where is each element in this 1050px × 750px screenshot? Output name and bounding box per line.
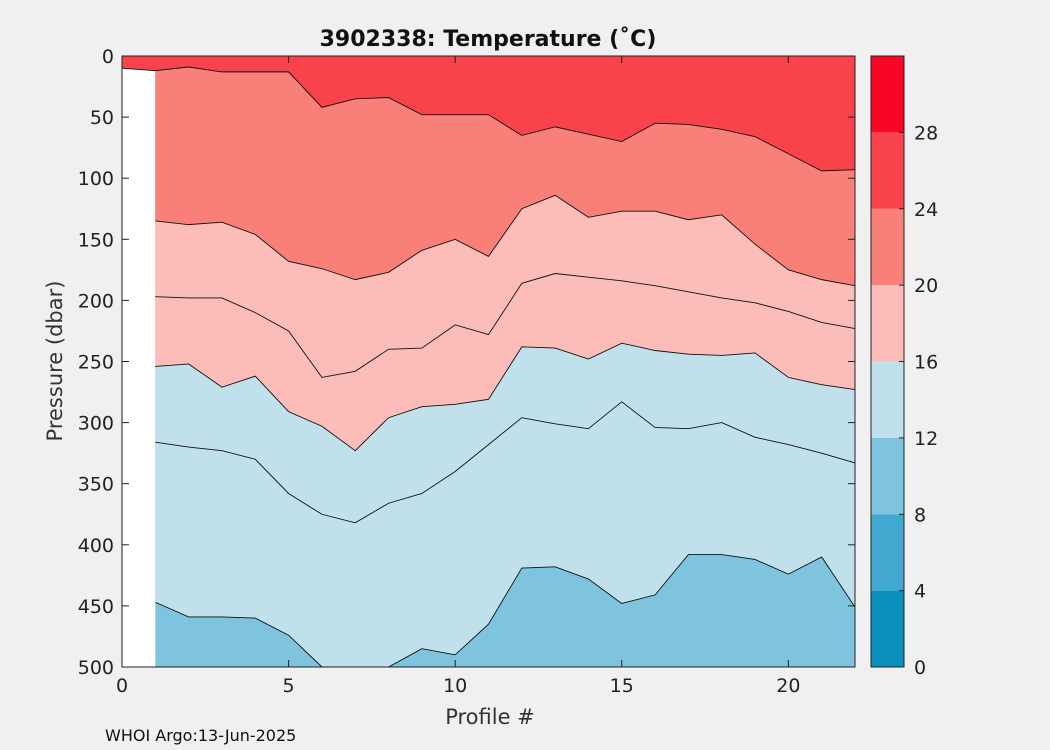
- y-tick-label: 50: [90, 107, 114, 129]
- y-tick-label: 150: [78, 229, 114, 251]
- plot-area: 0 5 10 15 20 0 50 100 150 200 250 300 350 400 450 500: [78, 46, 856, 697]
- colorbar-band-20-24: [871, 208, 904, 286]
- x-axis-ticks: 0 5 10 15 20: [116, 56, 800, 697]
- band-above-28C: [122, 56, 855, 171]
- isotherm-12C: [155, 401, 856, 524]
- x-tick-label: 10: [443, 675, 467, 697]
- colorbar-band-4-8: [871, 514, 904, 591]
- y-tick-label: 200: [78, 290, 114, 312]
- colorbar-ticks: 0 4 8 12 16 20 24 28: [899, 122, 938, 679]
- colorbar-band-16-20: [871, 285, 904, 362]
- colorbar-tick-label: 4: [914, 581, 926, 603]
- y-axis-label: Pressure (dbar): [43, 281, 67, 442]
- y-tick-label: 500: [78, 657, 114, 679]
- colorbar-band-8-12: [871, 437, 904, 515]
- x-axis-label: Profile #: [445, 705, 535, 729]
- chart-title: 3902338: Temperature (˚C): [320, 27, 657, 52]
- missing-data-region: [122, 147, 156, 667]
- colorbar-tick-label: 0: [914, 657, 926, 679]
- x-tick-label: 20: [776, 675, 800, 697]
- colorbar-tick-label: 16: [914, 352, 938, 374]
- y-tick-label: 350: [78, 474, 114, 496]
- colorbar-band-24-28: [871, 132, 904, 209]
- y-tick-label: 300: [78, 413, 114, 435]
- y-tick-label: 0: [102, 46, 114, 68]
- y-tick-label: 100: [78, 168, 114, 190]
- x-tick-label: 0: [116, 675, 128, 697]
- colorbar-tick-label: 28: [914, 122, 938, 144]
- y-tick-label: 250: [78, 352, 114, 374]
- colorbar-tick-label: 20: [914, 275, 938, 297]
- x-tick-label: 15: [610, 675, 634, 697]
- colorbar-band-0-4: [871, 590, 904, 667]
- colorbar-band-28-32: [871, 56, 904, 133]
- isotherm-24C: [155, 194, 856, 287]
- isotherm-20C: [155, 273, 856, 378]
- y-tick-label: 400: [78, 535, 114, 557]
- isotherm-16C: [155, 342, 856, 452]
- colorbar-bands: [871, 56, 904, 667]
- isotherm-8C: [155, 554, 856, 668]
- y-tick-label: 450: [78, 596, 114, 618]
- footer-credit: WHOI Argo:13-Jun-2025: [105, 726, 296, 745]
- colorbar-tick-label: 24: [914, 199, 938, 221]
- colorbar-band-12-16: [871, 361, 904, 438]
- contour-layer: [121, 56, 856, 668]
- isotherm-28C: [121, 66, 856, 172]
- colorbar-tick-label: 12: [914, 428, 938, 450]
- y-axis-ticks: 0 50 100 150 200 250 300 350 400 450 500: [78, 46, 855, 679]
- colorbar-tick-label: 8: [914, 504, 926, 526]
- colorbar: 0 4 8 12 16 20 24 28: [870, 55, 938, 679]
- x-tick-label: 5: [283, 675, 295, 697]
